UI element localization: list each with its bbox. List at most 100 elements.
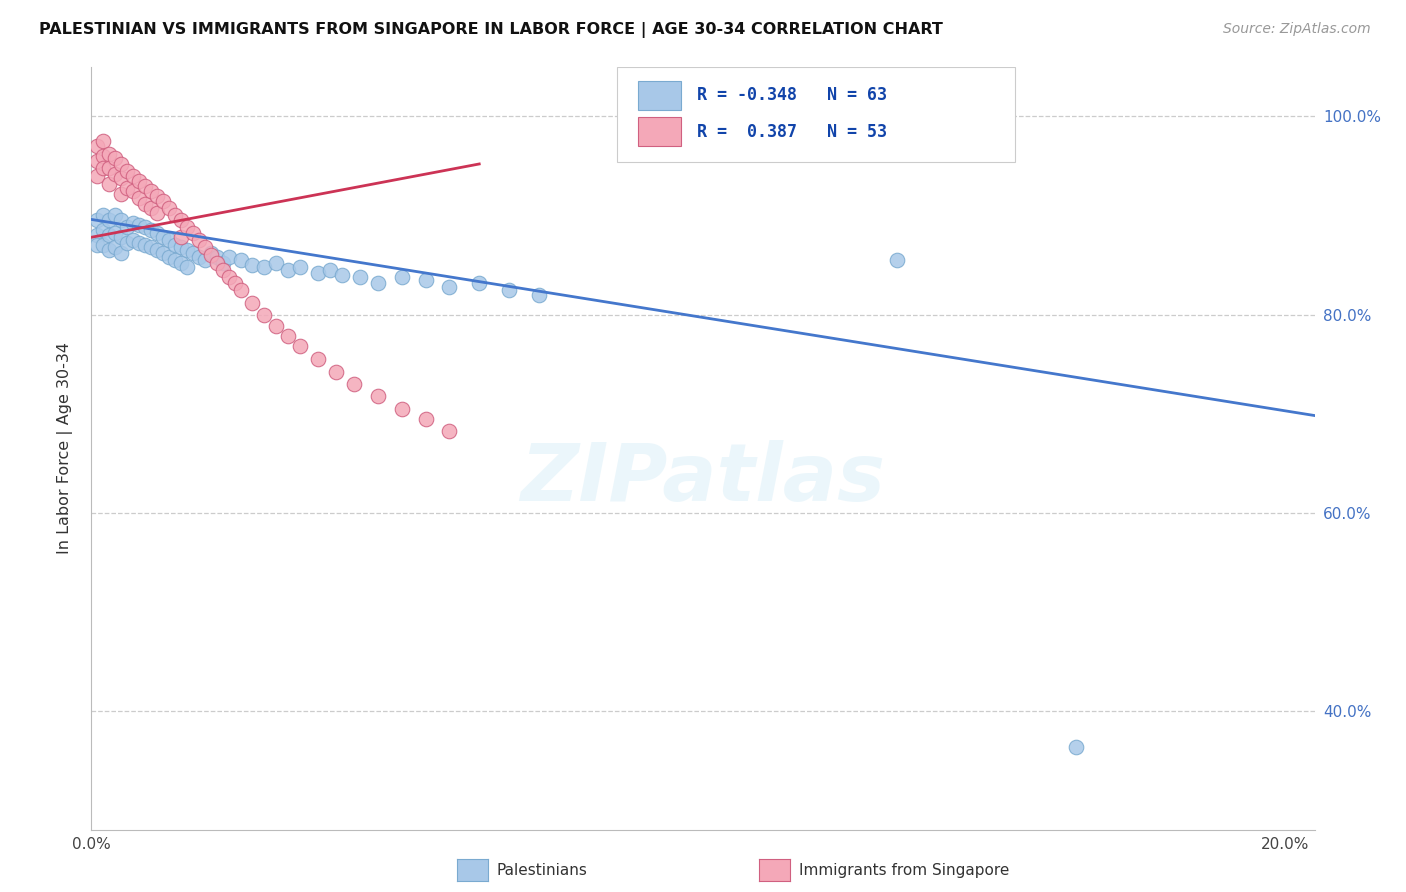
Point bbox=[110, 246, 132, 260]
Point bbox=[91, 149, 114, 163]
Point bbox=[122, 184, 145, 198]
Point bbox=[139, 223, 162, 237]
Point bbox=[170, 213, 193, 227]
Point bbox=[98, 177, 121, 191]
Point bbox=[1064, 740, 1087, 755]
Text: Source: ZipAtlas.com: Source: ZipAtlas.com bbox=[1223, 22, 1371, 37]
Point bbox=[86, 169, 108, 183]
Point bbox=[86, 139, 108, 153]
Point bbox=[134, 220, 156, 235]
Point bbox=[122, 233, 145, 247]
Point bbox=[139, 201, 162, 215]
Text: R =  0.387   N = 53: R = 0.387 N = 53 bbox=[697, 123, 887, 141]
Point bbox=[91, 161, 114, 175]
Point bbox=[170, 240, 193, 254]
Point bbox=[439, 425, 461, 439]
Point bbox=[886, 253, 908, 268]
Point bbox=[468, 276, 491, 290]
Point bbox=[415, 273, 437, 287]
Point bbox=[200, 248, 222, 262]
Point bbox=[224, 276, 246, 290]
Point bbox=[152, 230, 174, 244]
Point bbox=[115, 164, 138, 178]
Point bbox=[86, 153, 108, 168]
Point bbox=[319, 263, 342, 277]
Point bbox=[128, 174, 150, 188]
Text: Palestinians: Palestinians bbox=[496, 863, 588, 878]
Point bbox=[349, 269, 371, 284]
Point bbox=[277, 263, 299, 277]
Y-axis label: In Labor Force | Age 30-34: In Labor Force | Age 30-34 bbox=[58, 343, 73, 554]
Point bbox=[134, 238, 156, 252]
Point bbox=[110, 170, 132, 185]
Point bbox=[266, 319, 288, 334]
Point bbox=[277, 329, 299, 343]
Point bbox=[98, 161, 121, 175]
Point bbox=[170, 256, 193, 270]
Bar bbox=[638, 80, 681, 110]
Bar bbox=[638, 117, 681, 146]
Point bbox=[290, 260, 312, 274]
Point bbox=[104, 167, 127, 181]
Point bbox=[115, 236, 138, 251]
Point bbox=[122, 216, 145, 230]
Point bbox=[115, 220, 138, 235]
Point bbox=[139, 184, 162, 198]
Point bbox=[181, 246, 204, 260]
Point bbox=[187, 233, 209, 247]
Point bbox=[242, 295, 264, 310]
Point bbox=[104, 151, 127, 165]
Point bbox=[253, 260, 276, 274]
Point bbox=[200, 246, 222, 260]
Point bbox=[122, 169, 145, 183]
Point bbox=[91, 223, 114, 237]
Point bbox=[391, 269, 413, 284]
Point bbox=[307, 266, 329, 280]
Point bbox=[325, 365, 347, 379]
Point bbox=[157, 233, 180, 247]
Point bbox=[163, 238, 186, 252]
Point bbox=[211, 256, 233, 270]
Point bbox=[110, 230, 132, 244]
Point bbox=[176, 260, 198, 274]
Point bbox=[187, 250, 209, 264]
Point bbox=[139, 240, 162, 254]
Point bbox=[194, 240, 217, 254]
Point bbox=[98, 243, 121, 257]
Point bbox=[91, 209, 114, 223]
Point bbox=[86, 238, 108, 252]
Point bbox=[91, 238, 114, 252]
Point bbox=[343, 376, 366, 391]
Point bbox=[229, 253, 252, 268]
Point bbox=[98, 228, 121, 243]
Point bbox=[152, 246, 174, 260]
Point bbox=[290, 339, 312, 353]
Point bbox=[181, 227, 204, 241]
Point bbox=[330, 268, 353, 282]
Point bbox=[218, 250, 240, 264]
Point bbox=[253, 308, 276, 322]
Point bbox=[110, 157, 132, 171]
Point bbox=[218, 269, 240, 284]
Point bbox=[205, 256, 228, 270]
Point bbox=[367, 276, 389, 290]
Point bbox=[146, 227, 169, 241]
Text: Immigrants from Singapore: Immigrants from Singapore bbox=[799, 863, 1010, 878]
Point bbox=[176, 243, 198, 257]
Point bbox=[110, 213, 132, 227]
Point bbox=[146, 188, 169, 202]
Point bbox=[104, 227, 127, 241]
Point bbox=[115, 180, 138, 194]
Text: R = -0.348   N = 63: R = -0.348 N = 63 bbox=[697, 87, 887, 104]
Point bbox=[134, 178, 156, 193]
Point bbox=[128, 219, 150, 233]
Point bbox=[152, 194, 174, 208]
Point bbox=[163, 209, 186, 223]
Point bbox=[91, 134, 114, 148]
Point bbox=[391, 401, 413, 416]
Point bbox=[98, 213, 121, 227]
Point bbox=[163, 253, 186, 268]
Point bbox=[104, 240, 127, 254]
Point bbox=[104, 209, 127, 223]
Point bbox=[157, 250, 180, 264]
